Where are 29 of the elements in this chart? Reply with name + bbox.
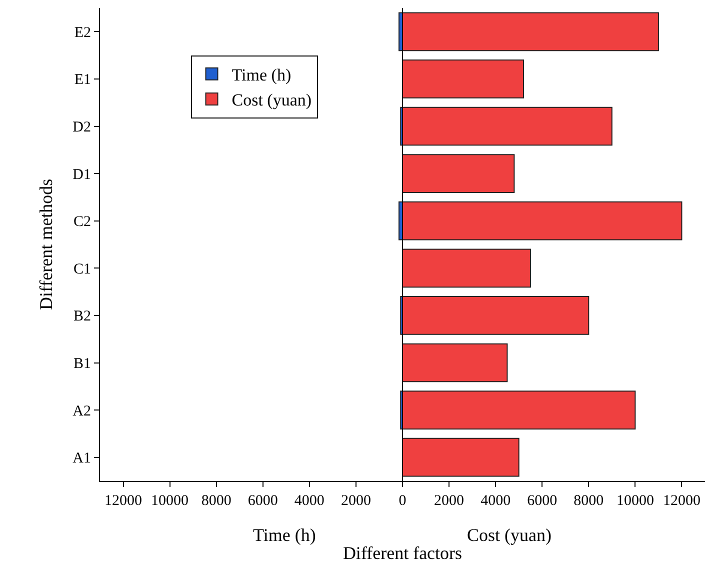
y-tick-label: A2	[72, 403, 91, 420]
x-tick-label: 6000	[527, 493, 558, 509]
x-tick-label: 10000	[616, 493, 654, 509]
y-tick-label: B1	[73, 356, 91, 372]
x-tick-label: 6000	[248, 493, 278, 509]
y-tick-label: B2	[73, 308, 91, 325]
x-tick-label: 8000	[201, 493, 232, 509]
x-tick-label: 8000	[574, 493, 604, 509]
text: Time (h)	[253, 525, 316, 545]
y-tick-label: D1	[72, 166, 91, 183]
text: Cost (yuan)	[467, 525, 552, 545]
x-tick-label: 4000	[480, 493, 511, 509]
y-tick-label: D2	[72, 120, 91, 136]
x-axis-title: Different factors	[342, 543, 462, 564]
y-tick-label: C2	[73, 214, 91, 230]
x-tick-label: 10000	[151, 493, 189, 509]
y-axis-title: Different methods	[36, 178, 56, 310]
x-tick-label: 12000	[662, 493, 700, 509]
legend-label: Time (h)	[232, 65, 292, 84]
x-tick-label: 12000	[104, 493, 142, 509]
y-tick-label: E1	[74, 72, 91, 88]
y-tick-label: E2	[74, 24, 91, 41]
y-tick-label: A1	[72, 450, 91, 467]
x-tick-label: 2000	[434, 493, 464, 509]
y-tick-label: C1	[73, 261, 91, 278]
x-tick-label: 4000	[294, 493, 324, 509]
x-tick-label: 2000	[340, 493, 371, 509]
legend-label: Cost (yuan)	[232, 90, 312, 110]
x-tick-label: 0	[398, 493, 406, 509]
